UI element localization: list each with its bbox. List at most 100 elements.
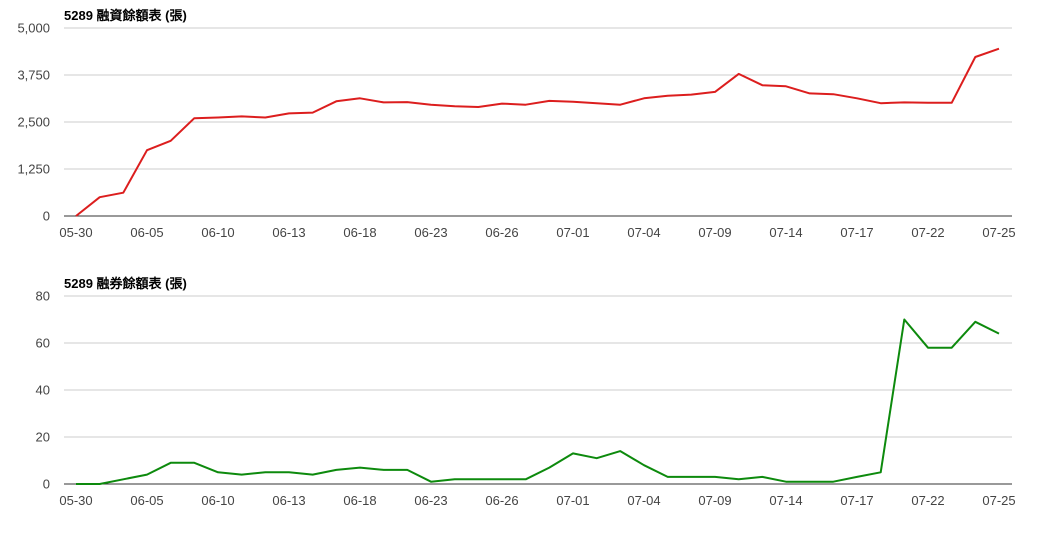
data-point [571, 451, 575, 455]
data-point [240, 473, 244, 477]
x-tick-label: 07-22 [911, 493, 944, 508]
data-point [595, 456, 599, 460]
data-point [98, 482, 102, 486]
x-tick-label: 07-04 [627, 493, 660, 508]
y-tick-label: 60 [36, 336, 50, 351]
data-point [311, 111, 315, 115]
data-point [287, 111, 291, 115]
data-point [760, 475, 764, 479]
y-tick-label: 2,500 [17, 115, 50, 130]
x-tick-label: 06-18 [343, 493, 376, 508]
data-point [595, 101, 599, 105]
data-point [263, 470, 267, 474]
data-point [74, 482, 78, 486]
y-tick-label: 0 [43, 477, 50, 492]
chart-title: 5289 融資餘額表 (張) [64, 8, 187, 23]
data-point [950, 346, 954, 350]
margin-purchase-plot: 0 1,250 2,500 3,750 5,000 05-30 06-05 06-10 06-1… [17, 21, 1015, 241]
data-point [737, 477, 741, 481]
y-tick-label: 1,250 [17, 162, 50, 177]
data-point [500, 102, 504, 106]
x-tick-label: 07-14 [769, 225, 802, 240]
data-point [382, 100, 386, 104]
margin-purchase-chart: 5289 融資餘額表 (張) 0 1,250 2,500 3,750 5,000 05-3… [17, 8, 1015, 241]
short-sale-plot: 0 20 40 60 80 05-30 06-05 06-10 06-13 06-18 06-23 0… [36, 289, 1016, 509]
data-point [121, 191, 125, 195]
data-point [855, 96, 859, 100]
data-point [997, 332, 1001, 336]
data-point [642, 96, 646, 100]
data-point [547, 466, 551, 470]
data-point [429, 103, 433, 107]
data-point [453, 477, 457, 481]
x-tick-label: 07-04 [627, 225, 660, 240]
x-tick-label: 07-01 [556, 493, 589, 508]
data-point [240, 114, 244, 118]
data-point [926, 101, 930, 105]
x-tick-label: 07-17 [840, 225, 873, 240]
data-point [121, 477, 125, 481]
data-point [713, 90, 717, 94]
data-point [784, 480, 788, 484]
x-tick-label: 06-05 [130, 225, 163, 240]
x-tick-label: 07-14 [769, 493, 802, 508]
data-point [879, 101, 883, 105]
data-point [405, 100, 409, 104]
x-tick-label: 06-23 [414, 493, 447, 508]
data-point [689, 475, 693, 479]
x-tick-label: 06-10 [201, 493, 234, 508]
data-point [973, 55, 977, 59]
data-point [547, 99, 551, 103]
data-point [334, 99, 338, 103]
data-point [263, 115, 267, 119]
data-point [334, 468, 338, 472]
x-tick-label: 07-22 [911, 225, 944, 240]
chart-title: 5289 融券餘額表 (張) [64, 276, 187, 291]
short-sale-chart: 5289 融券餘額表 (張) 0 20 40 60 80 05-30 06-05 06-10 0… [0, 268, 1049, 536]
data-point [429, 480, 433, 484]
data-point [405, 468, 409, 472]
x-tick-label: 07-01 [556, 225, 589, 240]
data-point [192, 116, 196, 120]
data-point [192, 461, 196, 465]
data-point [476, 105, 480, 109]
x-tick-label: 07-09 [698, 493, 731, 508]
data-point [902, 100, 906, 104]
data-point [926, 346, 930, 350]
y-tick-label: 5,000 [17, 21, 50, 36]
x-tick-label: 07-25 [982, 493, 1015, 508]
data-point [902, 318, 906, 322]
data-point [879, 470, 883, 474]
x-tick-label: 06-05 [130, 493, 163, 508]
series-line [75, 47, 1000, 217]
x-tick-label: 06-26 [485, 225, 518, 240]
x-tick-label: 06-23 [414, 225, 447, 240]
data-point [476, 477, 480, 481]
y-tick-label: 0 [43, 209, 50, 224]
data-point [950, 101, 954, 105]
x-tick-label: 06-13 [272, 225, 305, 240]
x-tick-label: 05-30 [59, 225, 92, 240]
data-point [74, 214, 78, 218]
data-point [997, 47, 1001, 51]
data-point [760, 83, 764, 87]
data-point [973, 320, 977, 324]
data-point [216, 115, 220, 119]
x-tick-label: 07-09 [698, 225, 731, 240]
data-point [571, 100, 575, 104]
data-point [524, 103, 528, 107]
data-point [642, 463, 646, 467]
data-point [311, 473, 315, 477]
data-point [358, 466, 362, 470]
data-point [689, 93, 693, 97]
data-point [382, 468, 386, 472]
data-point [453, 104, 457, 108]
data-point [666, 475, 670, 479]
x-tick-label: 05-30 [59, 493, 92, 508]
data-point [713, 475, 717, 479]
data-point [808, 91, 812, 95]
data-point [145, 148, 149, 152]
data-point [784, 84, 788, 88]
data-point [737, 72, 741, 76]
data-point [618, 103, 622, 107]
